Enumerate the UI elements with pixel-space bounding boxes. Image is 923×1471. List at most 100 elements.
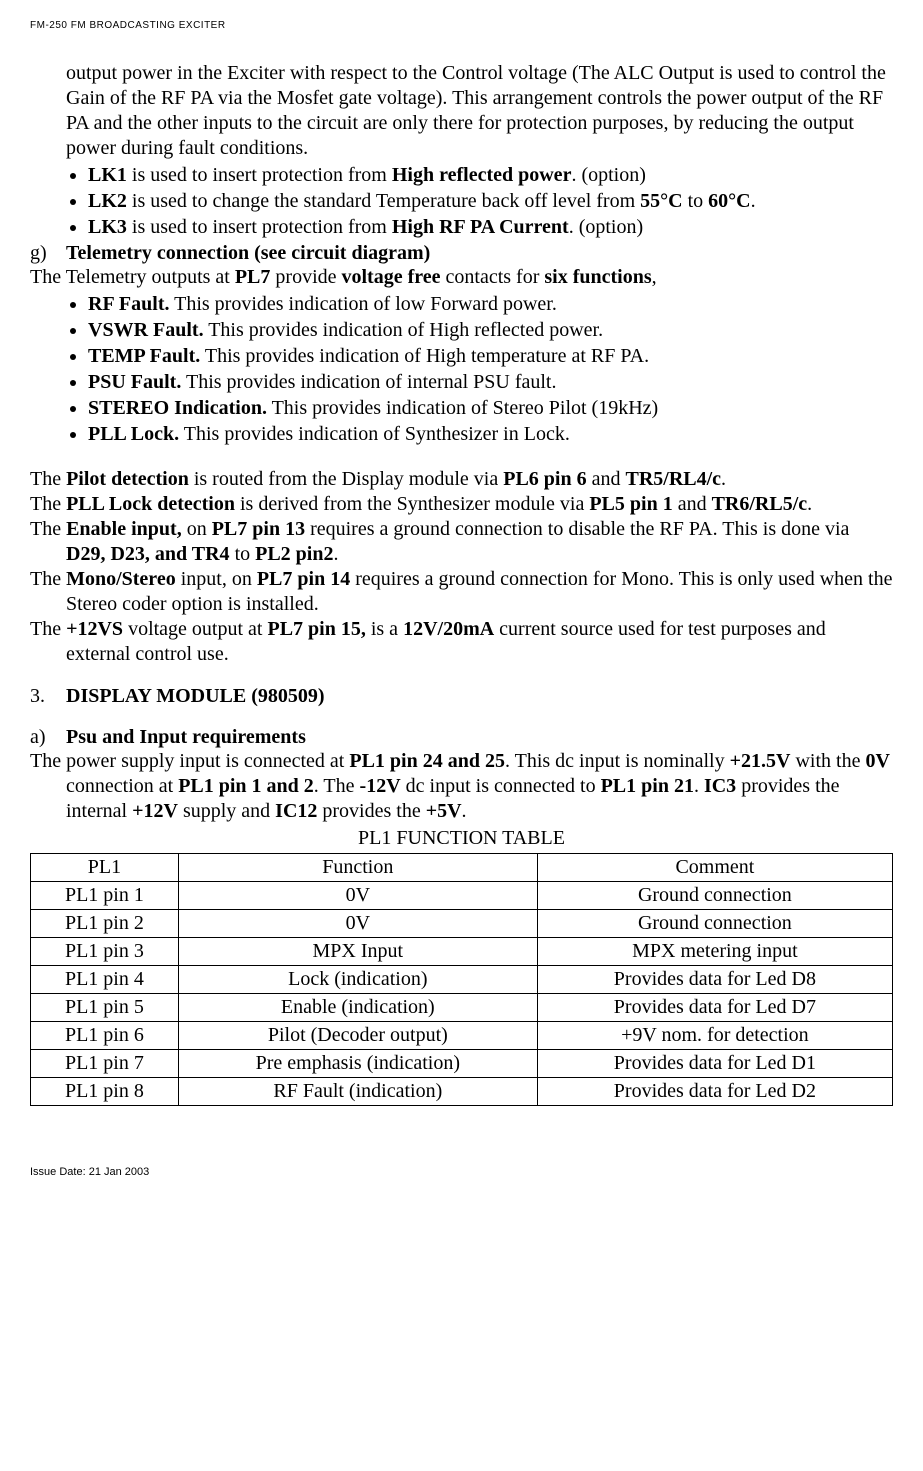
fault-label: PLL Lock. xyxy=(88,423,179,445)
bold-text: 0V xyxy=(865,750,889,772)
bold-text: High RF PA Current xyxy=(392,216,569,238)
table-cell: Provides data for Led D8 xyxy=(537,966,892,994)
text: is used to insert protection from xyxy=(127,216,392,238)
lk-bullet-list: LK1 is used to insert protection from Hi… xyxy=(66,163,893,240)
table-cell: PL1 pin 4 xyxy=(31,966,179,994)
text: to xyxy=(230,543,256,565)
text: and xyxy=(587,468,626,490)
bold-text: PL1 pin 24 and 25 xyxy=(349,750,505,772)
text: The xyxy=(30,518,66,540)
table-row: PL1 pin 10VGround connection xyxy=(31,882,893,910)
table-cell: PL1 pin 1 xyxy=(31,882,179,910)
fault-label: STEREO Indication. xyxy=(88,397,267,419)
text: . This dc input is nominally xyxy=(505,750,730,772)
text: This provides indication of High reflect… xyxy=(204,319,604,341)
section-g: g) Telemetry connection (see circuit dia… xyxy=(30,242,893,265)
routing-enable: The Enable input, on PL7 pin 13 requires… xyxy=(66,517,893,567)
table-cell: Provides data for Led D1 xyxy=(537,1050,892,1078)
text: on xyxy=(182,518,212,540)
bold-text: PL7 xyxy=(235,266,271,288)
table-row: PL1 pin 8RF Fault (indication)Provides d… xyxy=(31,1078,893,1106)
text: and xyxy=(673,493,712,515)
text: is derived from the Synthesizer module v… xyxy=(235,493,589,515)
text: is a xyxy=(366,618,403,640)
text: , xyxy=(652,266,657,288)
section-letter: g) xyxy=(30,242,66,265)
text: The power supply input is connected at xyxy=(30,750,349,772)
routing-pll: The PLL Lock detection is derived from t… xyxy=(66,492,893,517)
table-cell: Pilot (Decoder output) xyxy=(178,1022,537,1050)
text: . (option) xyxy=(569,216,643,238)
bold-text: PL7 pin 13 xyxy=(212,518,305,540)
fault-label: RF Fault. xyxy=(88,293,169,315)
text: . xyxy=(721,468,726,490)
text: The xyxy=(30,618,66,640)
table-cell: Pre emphasis (indication) xyxy=(178,1050,537,1078)
list-item: PLL Lock. This provides indication of Sy… xyxy=(88,422,893,447)
text: input, on xyxy=(176,568,257,590)
table-cell: MPX Input xyxy=(178,938,537,966)
text: This provides indication of internal PSU… xyxy=(181,371,556,393)
text: The xyxy=(30,493,66,515)
text: supply and xyxy=(178,800,275,822)
table-cell: 0V xyxy=(178,882,537,910)
bold-text: +5V xyxy=(426,800,462,822)
list-item: PSU Fault. This provides indication of i… xyxy=(88,370,893,395)
table-cell: PL1 pin 6 xyxy=(31,1022,179,1050)
table-row: PL1 pin 3MPX InputMPX metering input xyxy=(31,938,893,966)
text: . xyxy=(333,543,338,565)
bold-text: IC3 xyxy=(704,775,736,797)
table-row: PL1 Function Comment xyxy=(31,854,893,882)
table-cell: PL1 xyxy=(31,854,179,882)
table-cell: PL1 pin 5 xyxy=(31,994,179,1022)
text: The Telemetry outputs at xyxy=(30,266,235,288)
fault-bullet-list: RF Fault. This provides indication of lo… xyxy=(66,292,893,447)
bold-text: PL7 pin 15, xyxy=(267,618,365,640)
text: . xyxy=(694,775,704,797)
table-cell: Provides data for Led D7 xyxy=(537,994,892,1022)
table-cell: Provides data for Led D2 xyxy=(537,1078,892,1106)
text: . (option) xyxy=(571,164,645,186)
list-item: LK2 is used to change the standard Tempe… xyxy=(88,189,893,214)
bold-text: 12V/20mA xyxy=(403,618,494,640)
bold-text: voltage free xyxy=(342,266,441,288)
table-row: PL1 pin 5Enable (indication)Provides dat… xyxy=(31,994,893,1022)
text: This provides indication of Stereo Pilot… xyxy=(267,397,658,419)
text: with the xyxy=(790,750,865,772)
bold-text: 60°C xyxy=(708,190,750,212)
table-cell: PL1 pin 8 xyxy=(31,1078,179,1106)
pl1-function-table: PL1 Function Comment PL1 pin 10VGround c… xyxy=(30,853,893,1106)
bold-text: Pilot detection xyxy=(66,468,189,490)
lk-label: LK3 xyxy=(88,216,127,238)
list-item: LK1 is used to insert protection from Hi… xyxy=(88,163,893,188)
bold-text: IC12 xyxy=(275,800,317,822)
text: is used to change the standard Temperatu… xyxy=(127,190,640,212)
table-cell: Ground connection xyxy=(537,910,892,938)
list-item: LK3 is used to insert protection from Hi… xyxy=(88,215,893,240)
bold-text: TR6/RL5/c xyxy=(712,493,808,515)
section-3: 3. DISPLAY MODULE (980509) xyxy=(30,685,893,708)
bold-text: High reflected power xyxy=(392,164,572,186)
list-item: RF Fault. This provides indication of lo… xyxy=(88,292,893,317)
text: The xyxy=(30,568,66,590)
text: provides the xyxy=(317,800,425,822)
section-a: a) Psu and Input requirements xyxy=(30,726,893,749)
routing-mono: The Mono/Stereo input, on PL7 pin 14 req… xyxy=(66,567,893,617)
table-cell: +9V nom. for detection xyxy=(537,1022,892,1050)
list-item: VSWR Fault. This provides indication of … xyxy=(88,318,893,343)
text: This provides indication of High tempera… xyxy=(200,345,649,367)
text: . xyxy=(462,800,467,822)
section-title: Psu and Input requirements xyxy=(66,726,306,748)
text: This provides indication of low Forward … xyxy=(169,293,556,315)
table-cell: Comment xyxy=(537,854,892,882)
routing-pilot: The Pilot detection is routed from the D… xyxy=(66,467,893,492)
bold-text: PL5 pin 1 xyxy=(589,493,672,515)
bold-text: 55°C xyxy=(640,190,682,212)
table-cell: PL1 pin 2 xyxy=(31,910,179,938)
table-cell: RF Fault (indication) xyxy=(178,1078,537,1106)
bold-text: PL1 pin 1 and 2 xyxy=(178,775,314,797)
lk-label: LK2 xyxy=(88,190,127,212)
bold-text: D29, D23, and TR4 xyxy=(66,543,230,565)
telemetry-intro: The Telemetry outputs at PL7 provide vol… xyxy=(30,265,893,290)
lk-label: LK1 xyxy=(88,164,127,186)
